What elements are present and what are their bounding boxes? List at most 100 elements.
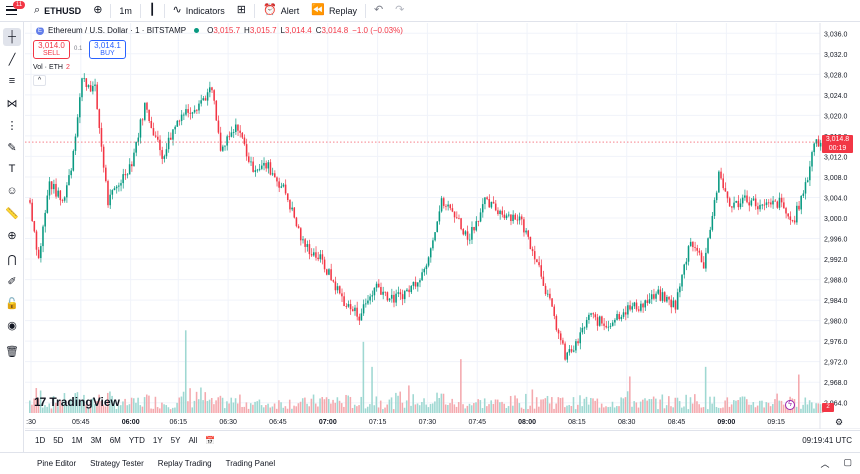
range-5y[interactable]: 5Y [170,436,181,445]
candle-body [208,87,211,93]
sell-button[interactable]: 3,014.0 SELL [33,40,70,59]
redo-button[interactable]: ↷ [389,0,410,22]
range-5d[interactable]: 5D [53,436,64,445]
horizontal-lines-tool[interactable]: ≡ [3,72,21,90]
lock-all-tool[interactable]: 🔓 [3,294,21,312]
volume-bar [626,391,629,413]
collapse-panel-icon[interactable]: ︿ [820,459,830,469]
price-chart[interactable]: 3,036.03,032.03,028.03,024.03,020.03,016… [25,23,860,429]
hide-drawings-tool[interactable]: ◉ [3,316,21,334]
buy-button[interactable]: 3,014.1 BUY [89,40,126,59]
candle-body [256,169,259,171]
candle-body [568,349,571,353]
chart-type-button[interactable]: ┃ [143,0,162,22]
candle-body [440,198,443,212]
volume-bar [702,407,705,413]
range-3m[interactable]: 3M [90,436,102,445]
volume-bar [609,406,612,413]
volume-bar [408,385,410,413]
volume-bar [410,405,412,413]
compare-button[interactable]: ⊕ [87,0,108,22]
volume-bar [340,403,343,413]
trend-line-tool[interactable]: ╱ [3,50,21,68]
main-menu-button[interactable]: 11 [0,0,28,22]
candle-body [462,229,465,235]
utc-clock[interactable]: 09:19:41 UTC [802,436,852,445]
candle-body [557,329,560,334]
candle-body [442,198,445,206]
magnet-icon: ⋂ [7,253,17,266]
tab-pine-editor[interactable]: Pine Editor [37,459,77,468]
candle-body [653,294,655,299]
volume-bar [184,330,187,413]
volume-bar [102,404,105,413]
candle-body [488,199,491,208]
axis-settings-icon[interactable]: ⚙ [835,417,844,427]
range-all[interactable]: All [188,436,198,445]
maximize-panel-icon[interactable]: ▢ [843,457,852,467]
volume-bar [464,408,466,413]
volume-bar [291,408,293,413]
candle-body [395,293,397,303]
candle-body [624,312,627,315]
brush-tool[interactable]: ✎ [3,138,21,156]
x-tick-label: 08:15 [568,419,586,426]
candle-body [137,137,140,142]
tab-trading-panel[interactable]: Trading Panel [225,459,276,468]
symbol-search[interactable]: ⌕ ETHUSD [28,0,87,22]
volume-bar [698,404,700,413]
emoji-tool[interactable]: ☺ [3,182,21,200]
lock-drawing-tool[interactable]: ✐ [3,272,21,290]
range-ytd[interactable]: YTD [128,436,145,445]
range-6m[interactable]: 6M [109,436,121,445]
candle-body [601,316,603,324]
tradingview-logo[interactable]: 17 TradingView [34,395,120,409]
alert-button[interactable]: ⏰ Alert [257,0,305,22]
alarm-clock-icon: ⏰ [263,4,277,16]
volume-bar [759,400,761,413]
volume-bar [135,402,137,413]
magnet-tool[interactable]: ⋂ [3,250,21,268]
y-tick-label: 2,972.0 [824,360,847,367]
tab-replay-trading[interactable]: Replay Trading [157,459,212,468]
undo-button[interactable]: ↶ [368,0,389,22]
trend-line-icon: ╱ [8,53,16,66]
ruler-tool[interactable]: 📏 [3,204,21,222]
crosshair-tool[interactable]: ┼ [3,28,21,46]
volume-bar [171,407,174,413]
volume-bar [486,406,488,413]
y-tick-label: 2,988.0 [824,278,847,285]
candle-body [505,215,508,219]
zoom-tool[interactable]: ⊕ [3,226,21,244]
candle-body [523,219,525,233]
layouts-button[interactable]: ⊞ [231,0,252,22]
lightning-icon[interactable]: ϟ [785,400,795,410]
tab-strategy-tester[interactable]: Strategy Tester [90,459,144,468]
volume-legend[interactable]: Vol · ETH 2 [33,64,70,71]
candle-body [167,137,170,150]
volume-bar [330,403,332,413]
candle-body [713,200,716,216]
volume-bar [780,400,783,413]
range-1m[interactable]: 1M [71,436,83,445]
interval-button[interactable]: 1m [119,5,132,16]
collapse-legend-button[interactable]: ^ [33,75,46,86]
delete-drawings-tool[interactable]: 🗑 [3,342,21,360]
chart-pane[interactable]: 3,036.03,032.03,028.03,024.03,020.03,016… [25,23,860,429]
pattern-tool[interactable]: ⋈ [3,94,21,112]
candle-body [616,314,618,320]
fib-tool[interactable]: ⋮ [3,116,21,134]
volume-bar [748,404,750,413]
instrument-title[interactable]: Ethereum / U.S. Dollar · 1 · BITSTAMP [48,26,187,35]
range-1y[interactable]: 1Y [152,436,163,445]
volume-bar [243,406,246,413]
volume-bar [46,406,48,413]
replay-button[interactable]: ⏪ Replay [305,0,363,22]
date-range-calendar-icon[interactable]: 📅 [205,436,216,445]
candle-body [735,200,737,203]
candle-body [551,298,553,307]
range-1d[interactable]: 1D [35,436,46,445]
text-tool[interactable]: T [3,160,21,178]
indicators-button[interactable]: ∿ Indicators [167,0,231,22]
volume-bar [811,402,813,413]
